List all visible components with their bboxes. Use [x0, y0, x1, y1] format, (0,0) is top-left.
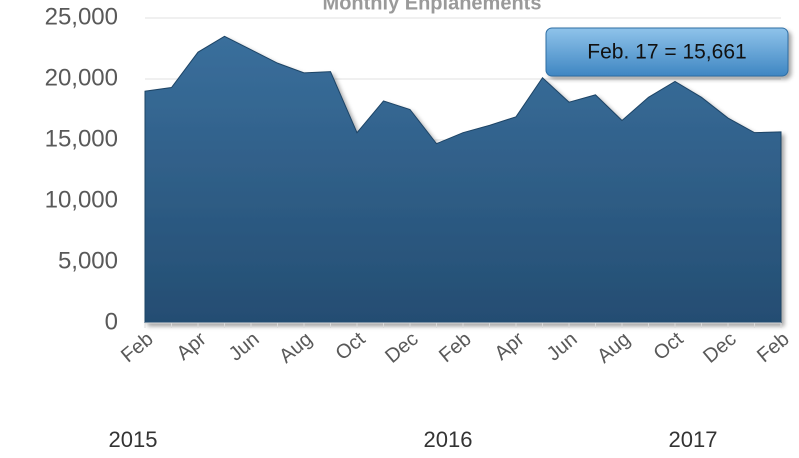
x-tick-label: Oct	[650, 328, 688, 365]
x-tick-label: Feb	[117, 328, 158, 367]
x-tick-label: Aug	[275, 328, 316, 368]
x-tick-label: Dec	[381, 328, 422, 368]
x-tick-label: Oct	[332, 328, 370, 365]
y-tick-label: 10,000	[45, 186, 118, 213]
annotation: Feb. 17 = 15,661	[545, 27, 789, 77]
y-tick-label: 15,000	[45, 125, 118, 152]
x-tick-label: Apr	[173, 328, 211, 365]
year-label: 2015	[109, 427, 158, 452]
x-tick-label: Jun	[225, 328, 264, 366]
annotation-box	[545, 27, 789, 77]
year-label: 2017	[669, 427, 718, 452]
year-label: 2016	[424, 427, 473, 452]
y-tick-label: 20,000	[45, 64, 118, 91]
y-tick-label: 0	[105, 308, 118, 335]
x-tick-label: Dec	[699, 328, 740, 368]
y-tick-label: 5,000	[58, 247, 118, 274]
x-tick-label: Apr	[491, 328, 529, 365]
y-tick-label: 25,000	[45, 3, 118, 30]
x-tick-label: Jun	[543, 328, 582, 366]
area	[144, 35, 782, 324]
x-tick-label: Feb	[753, 328, 794, 367]
chart-title: Monthly Enplanements	[323, 0, 542, 14]
x-tick-label: Feb	[435, 328, 476, 367]
annotation-text: Feb. 17 = 15,661	[587, 41, 746, 64]
x-tick-label: Aug	[593, 328, 634, 368]
